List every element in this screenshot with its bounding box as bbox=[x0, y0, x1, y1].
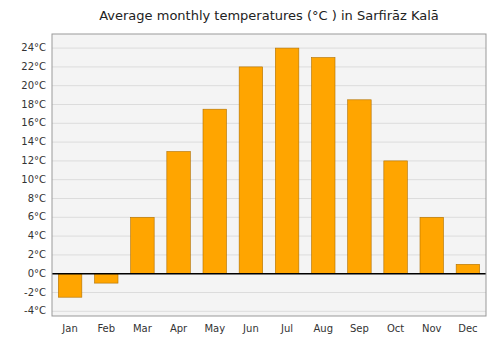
y-axis: -4°C -2°C 0°C 2°C 4°C 6°C 8°C 10°C 12°C 14°C 16°C 1… bbox=[21, 42, 486, 316]
bar bbox=[384, 161, 408, 274]
grid-line bbox=[52, 142, 486, 143]
grid-line bbox=[52, 123, 486, 124]
grid-line bbox=[52, 179, 486, 180]
x-tick-label: Sep bbox=[350, 323, 369, 334]
title: Average monthly temperatures (°C ) in Sa… bbox=[99, 8, 439, 23]
y-tick-label: 14°C bbox=[21, 136, 46, 147]
y-tick-label: -4°C bbox=[24, 305, 46, 316]
x-tick-label: Aug bbox=[313, 323, 333, 334]
grid-line bbox=[52, 198, 486, 199]
grid-line bbox=[52, 292, 486, 293]
y-tick-label: 22°C bbox=[21, 61, 46, 72]
grid-line bbox=[52, 48, 486, 49]
grid-line bbox=[52, 311, 486, 312]
x-tick-label: Jun bbox=[242, 323, 259, 334]
x-tick-label: Feb bbox=[97, 323, 115, 334]
bar bbox=[239, 67, 263, 274]
y-tick-label: 18°C bbox=[21, 99, 46, 110]
grid-line bbox=[52, 273, 486, 274]
y-tick-label: 12°C bbox=[21, 155, 46, 166]
bar bbox=[348, 100, 372, 274]
bar bbox=[94, 274, 118, 283]
x-tick-label: May bbox=[204, 323, 225, 334]
y-tick-label: 6°C bbox=[28, 211, 46, 222]
y-tick-label: 4°C bbox=[28, 230, 46, 241]
grid-line bbox=[52, 66, 486, 67]
grid-line bbox=[52, 104, 486, 105]
y-tick-label: 10°C bbox=[21, 174, 46, 185]
x-tick-label: Apr bbox=[170, 323, 188, 334]
bars bbox=[58, 48, 479, 297]
bar bbox=[420, 217, 444, 273]
y-tick-label: -2°C bbox=[24, 287, 46, 298]
grid-line bbox=[52, 160, 486, 161]
grid-line bbox=[52, 85, 486, 86]
x-tick-label: Mar bbox=[133, 323, 153, 334]
x-tick-label: Jan bbox=[61, 323, 77, 334]
bar bbox=[311, 58, 335, 274]
bar bbox=[203, 109, 227, 274]
x-tick-label: Jul bbox=[280, 323, 293, 334]
bar bbox=[58, 274, 82, 298]
zero-line bbox=[52, 273, 486, 275]
bar bbox=[456, 264, 480, 273]
y-tick-label: 20°C bbox=[21, 80, 46, 91]
y-tick-label: 24°C bbox=[21, 42, 46, 53]
x-axis: Jan Feb Mar Apr May Jun Jul Aug Sep Oct Nov Dec bbox=[61, 323, 477, 334]
bar bbox=[131, 217, 155, 273]
plot-frame bbox=[52, 34, 486, 316]
y-tick-label: 0°C bbox=[28, 268, 46, 279]
y-tick-label: 8°C bbox=[28, 193, 46, 204]
bar bbox=[167, 152, 191, 274]
x-tick-label: Dec bbox=[458, 323, 477, 334]
y-tick-label: 16°C bbox=[21, 117, 46, 128]
bar bbox=[275, 48, 299, 274]
chart-container: -4°C -2°C 0°C 2°C 4°C 6°C 8°C 10°C 12°C 14°C 16°C 1… bbox=[0, 0, 500, 350]
chart: -4°C -2°C 0°C 2°C 4°C 6°C 8°C 10°C 12°C 14°C 16°C 1… bbox=[0, 0, 500, 350]
plot-background bbox=[52, 34, 486, 316]
y-tick-label: 2°C bbox=[28, 249, 46, 260]
x-tick-label: Oct bbox=[387, 323, 404, 334]
x-tick-label: Nov bbox=[422, 323, 442, 334]
